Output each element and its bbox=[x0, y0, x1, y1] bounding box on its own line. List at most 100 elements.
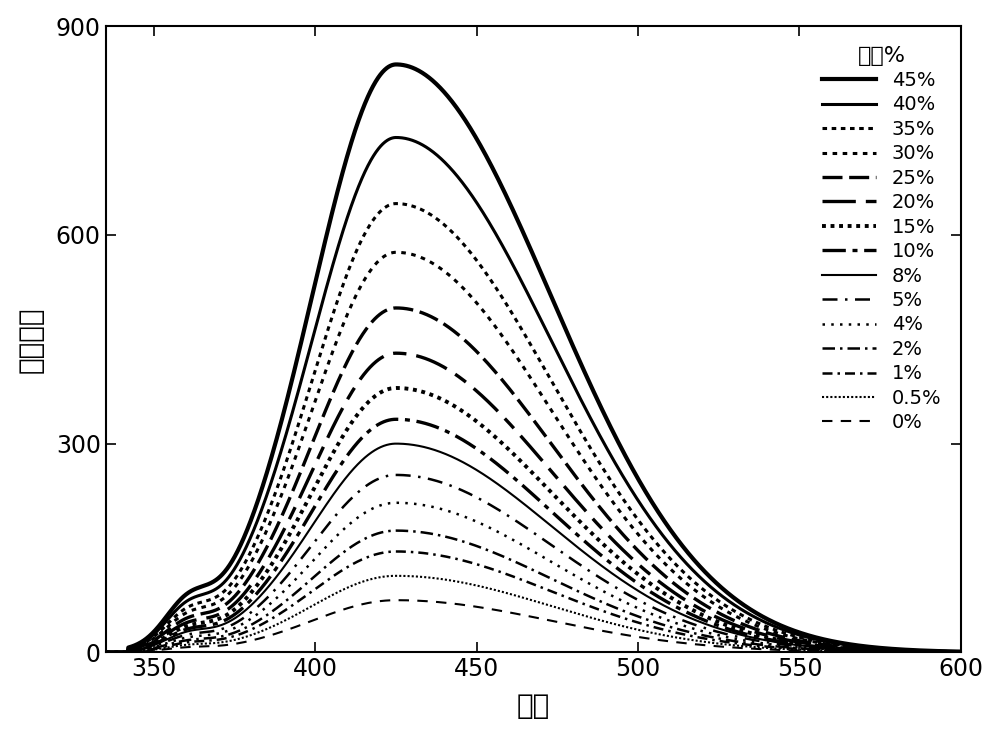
45% bbox=[100, 648, 112, 657]
8% bbox=[930, 648, 942, 657]
4% bbox=[390, 498, 402, 507]
10% bbox=[773, 637, 785, 646]
4% bbox=[930, 648, 942, 657]
15% bbox=[955, 648, 967, 657]
0% bbox=[516, 610, 528, 619]
4% bbox=[955, 648, 967, 657]
35% bbox=[516, 325, 528, 334]
15% bbox=[493, 436, 505, 445]
45% bbox=[516, 226, 528, 234]
20% bbox=[100, 648, 112, 657]
4% bbox=[930, 648, 942, 657]
8% bbox=[773, 638, 785, 647]
0.5% bbox=[493, 587, 505, 595]
40% bbox=[516, 278, 528, 287]
10% bbox=[930, 647, 942, 656]
2% bbox=[390, 526, 402, 535]
Line: 4%: 4% bbox=[106, 503, 961, 652]
25% bbox=[493, 372, 505, 381]
0% bbox=[773, 646, 785, 654]
25% bbox=[930, 647, 942, 656]
1% bbox=[930, 648, 942, 657]
Line: 25%: 25% bbox=[106, 308, 961, 652]
4% bbox=[100, 648, 112, 657]
0.5% bbox=[516, 593, 528, 601]
30% bbox=[143, 637, 155, 646]
5% bbox=[493, 506, 505, 514]
0.5% bbox=[100, 648, 112, 657]
25% bbox=[516, 400, 528, 409]
0.5% bbox=[930, 648, 942, 657]
45% bbox=[955, 647, 967, 656]
5% bbox=[390, 470, 402, 479]
1% bbox=[955, 648, 967, 657]
5% bbox=[516, 520, 528, 529]
2% bbox=[493, 551, 505, 559]
15% bbox=[930, 647, 942, 656]
8% bbox=[930, 648, 942, 657]
Line: 20%: 20% bbox=[106, 353, 961, 652]
2% bbox=[955, 648, 967, 657]
20% bbox=[143, 640, 155, 649]
8% bbox=[493, 481, 505, 489]
40% bbox=[930, 647, 942, 656]
Line: 5%: 5% bbox=[106, 475, 961, 652]
2% bbox=[516, 560, 528, 569]
40% bbox=[930, 647, 942, 656]
X-axis label: 波长: 波长 bbox=[517, 692, 550, 720]
15% bbox=[390, 383, 402, 392]
0% bbox=[493, 606, 505, 615]
35% bbox=[100, 648, 112, 657]
30% bbox=[930, 647, 942, 656]
1% bbox=[773, 643, 785, 652]
Line: 40%: 40% bbox=[106, 138, 961, 652]
40% bbox=[390, 133, 402, 142]
Line: 10%: 10% bbox=[106, 419, 961, 652]
Line: 45%: 45% bbox=[106, 64, 961, 652]
25% bbox=[955, 648, 967, 657]
25% bbox=[390, 304, 402, 312]
Line: 0.5%: 0.5% bbox=[106, 576, 961, 652]
20% bbox=[516, 433, 528, 441]
15% bbox=[143, 640, 155, 649]
Line: 2%: 2% bbox=[106, 531, 961, 652]
0.5% bbox=[955, 648, 967, 657]
Line: 1%: 1% bbox=[106, 551, 961, 652]
5% bbox=[930, 648, 942, 657]
20% bbox=[773, 634, 785, 643]
45% bbox=[930, 646, 942, 655]
25% bbox=[773, 632, 785, 640]
25% bbox=[100, 648, 112, 657]
Legend: 45%, 40%, 35%, 30%, 25%, 20%, 15%, 10%, 8%, 5%, 4%, 2%, 1%, 0.5%, 0%: 45%, 40%, 35%, 30%, 25%, 20%, 15%, 10%, … bbox=[812, 36, 951, 442]
40% bbox=[773, 624, 785, 632]
35% bbox=[143, 635, 155, 644]
30% bbox=[955, 647, 967, 656]
35% bbox=[930, 647, 942, 656]
2% bbox=[930, 648, 942, 657]
35% bbox=[930, 647, 942, 656]
40% bbox=[143, 634, 155, 643]
45% bbox=[493, 177, 505, 186]
30% bbox=[773, 629, 785, 638]
0% bbox=[930, 648, 942, 657]
4% bbox=[516, 540, 528, 549]
45% bbox=[773, 621, 785, 629]
Line: 8%: 8% bbox=[106, 444, 961, 652]
40% bbox=[955, 647, 967, 656]
10% bbox=[955, 648, 967, 657]
30% bbox=[516, 360, 528, 369]
5% bbox=[930, 648, 942, 657]
20% bbox=[493, 408, 505, 417]
0% bbox=[955, 648, 967, 657]
Line: 15%: 15% bbox=[106, 388, 961, 652]
0% bbox=[390, 595, 402, 604]
5% bbox=[143, 643, 155, 652]
0% bbox=[143, 646, 155, 655]
1% bbox=[493, 567, 505, 576]
4% bbox=[493, 528, 505, 537]
40% bbox=[100, 648, 112, 657]
30% bbox=[493, 327, 505, 336]
15% bbox=[516, 458, 528, 467]
40% bbox=[493, 235, 505, 244]
20% bbox=[390, 349, 402, 357]
